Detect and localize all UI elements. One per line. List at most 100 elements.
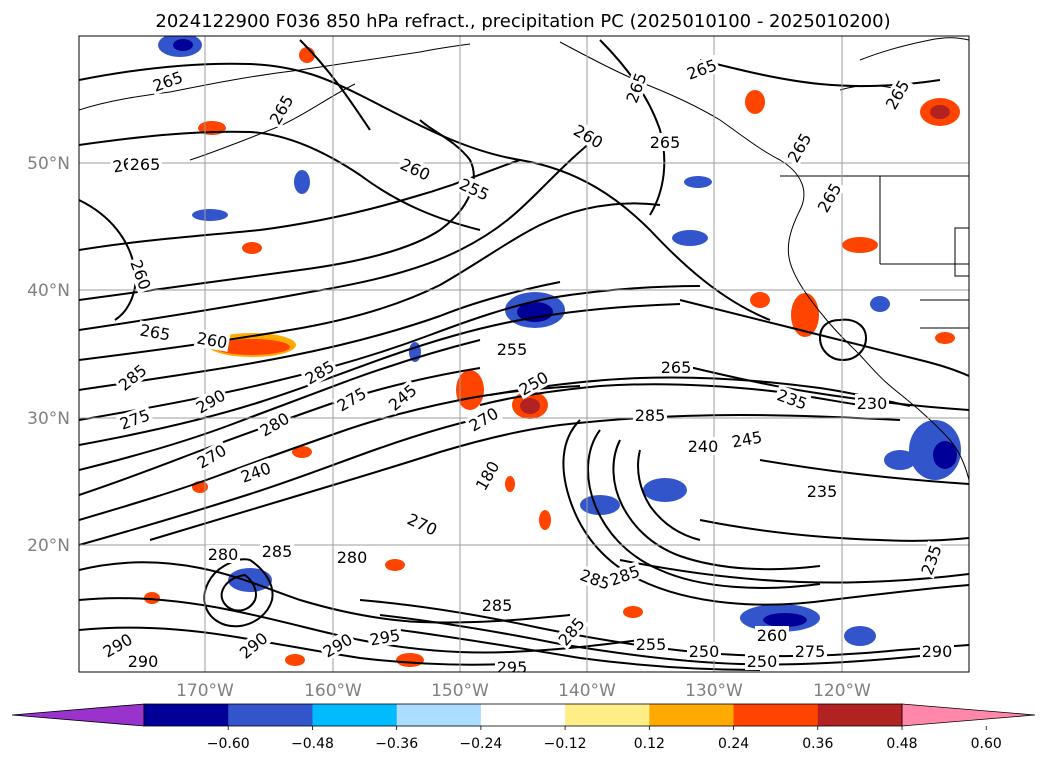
precip-patch [672,230,708,246]
contour-label-background [633,406,667,424]
contour-label-background [495,340,529,358]
precip-patch [933,441,957,469]
colorbar-segment [649,704,735,726]
contour-label-background [455,173,494,205]
map-frame [78,35,970,673]
precip-patch [870,296,890,312]
contour-label-background [495,658,529,672]
contour-label: 240 [688,437,719,456]
contour-label-background [403,508,442,540]
precip-patch [643,478,687,502]
colorbar-tick-label: 0.24 [718,736,749,752]
precip-patch [539,510,551,530]
contour-labels: 2652652652652602552602652652652652652652… [98,54,954,677]
lon-label-120w: 120°W [813,681,871,701]
colorbar-segment [817,704,903,726]
contour-label-background [782,128,816,167]
colorbar-tick-label: 0.48 [886,736,917,752]
precip-patch [580,495,620,515]
contour-label-background [634,635,668,653]
contour-label-background [318,628,357,662]
contour-label-background [621,68,651,107]
contour-label-background [682,54,721,84]
colorbar-tick-label: 0.60 [971,736,1002,752]
precip-patch [242,242,262,254]
precip-patch [144,592,160,604]
precip-patch [791,293,819,337]
lon-label-160w: 160°W [304,681,362,701]
contour-label-background [920,642,954,660]
contour-label-background [916,540,946,579]
contour-label-background [514,366,553,400]
contour-label: 265 [130,155,161,174]
colorbar-tick-label: 0.12 [634,736,665,752]
colorbar-segment [565,704,650,726]
contour-label-background [113,359,152,396]
precip-patch [842,237,878,253]
contour-label: 255 [636,635,667,654]
colorbar-frame [143,703,903,727]
lon-label-170w: 170°W [176,681,234,701]
contour-label-background [648,133,682,151]
contour-label-background [553,612,590,651]
contour-label-background [880,75,914,114]
contour-label-background [745,652,779,670]
contour-label: 255 [497,340,528,359]
colorbar-tick-label: −0.12 [544,736,587,752]
contour-label: 285 [635,406,666,425]
contour-label: 280 [208,545,239,564]
lat-label-50n: 50°N [27,154,70,174]
contour-label-background [805,482,839,500]
precip-patch [294,170,310,194]
contour-label-background [773,384,812,414]
lon-label-140w: 140°W [558,681,616,701]
lon-label-130w: 130°W [685,681,743,701]
contour-label-background [193,328,231,352]
colorbar-segment [396,704,482,726]
precip-patch [385,559,405,571]
contour-label-background [812,178,846,217]
contour-label: 295 [497,658,528,677]
contour-label-background [755,626,789,644]
precip-patch [173,39,193,51]
precip-patch [623,606,643,618]
contour-label-background [148,66,187,96]
map-content: 2652652652652602552602652652652652652652… [79,36,969,677]
contour-label-background [206,545,240,563]
contour-label: 235 [807,482,838,501]
contour-label-background [480,596,514,614]
contour-label-background [396,153,435,185]
precip-patch [884,450,916,470]
lat-label-30n: 30°N [27,409,70,429]
precip-patch [745,90,765,114]
colorbar-tick-label: −0.60 [207,736,250,752]
contour-label: 265 [650,133,681,152]
colorbar-tick-label: −0.48 [291,736,334,752]
contour-label: 260 [757,626,788,645]
contour-label: 250 [747,652,778,671]
contour-label-background [115,404,154,434]
precip-patch [684,176,712,188]
lat-label-20n: 20°N [27,536,70,556]
contour-label: 275 [795,642,826,661]
precip-patch [520,398,540,414]
contour-label: 280 [337,548,368,567]
contour-label: 265 [661,358,692,377]
contour-label-background [128,155,162,173]
precip-patch [299,47,315,63]
figure-title: 2024122900 F036 850 hPa refract., precip… [155,11,890,32]
contour-label: 230 [857,394,888,413]
colorbar-extend-low [11,703,145,727]
precip-patch [935,332,955,344]
contour-label: 250 [689,642,720,661]
contour-label-background [264,90,298,129]
contour-label-background [687,642,721,660]
contour-label-background [686,437,720,455]
precip-patch [292,446,312,458]
precip-patch [505,476,515,492]
precip-patch [214,339,290,355]
contour-label-background [855,394,889,412]
contour-label-background [136,320,174,344]
contour-label-background [126,652,160,670]
